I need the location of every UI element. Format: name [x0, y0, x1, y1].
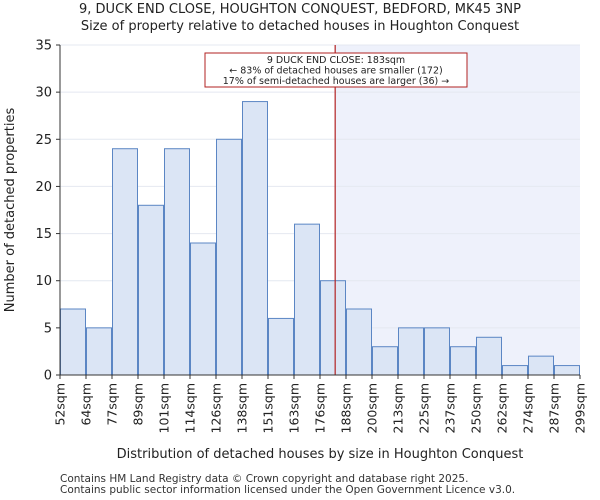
footer-licence: Contains public sector information licen… — [60, 484, 516, 496]
bar-176sqm — [320, 280, 346, 376]
bar-262sqm — [502, 365, 528, 376]
bar-213sqm — [398, 327, 424, 376]
x-tick-label: 225sqm — [417, 383, 432, 433]
x-tick-label: 163sqm — [287, 383, 302, 433]
bar-188sqm — [346, 308, 372, 376]
x-tick-label: 101sqm — [157, 383, 172, 433]
x-tick-label: 176sqm — [313, 383, 328, 433]
x-tick-label: 237sqm — [443, 383, 458, 433]
x-tick-label: 262sqm — [495, 383, 510, 433]
y-tick-label: 20 — [35, 180, 52, 195]
bar-101sqm — [164, 148, 190, 376]
annotation-line-1: 9 DUCK END CLOSE: 183sqm — [267, 55, 405, 66]
x-tick-label: 151sqm — [261, 383, 276, 433]
bar-chart: 9 DUCK END CLOSE: 183sqm ← 83% of detach… — [3, 39, 588, 463]
bar-89sqm — [138, 204, 164, 376]
x-tick-label: 89sqm — [131, 383, 146, 426]
y-tick-label: 30 — [35, 86, 52, 101]
footer-copyright: Contains HM Land Registry data © Crown c… — [60, 473, 469, 485]
bar-200sqm — [372, 346, 398, 376]
bar-163sqm — [294, 223, 320, 376]
bar-250sqm — [476, 336, 502, 376]
x-tick-label: 200sqm — [365, 383, 380, 433]
x-tick-label: 138sqm — [235, 383, 250, 433]
y-tick-label: 35 — [35, 39, 52, 54]
x-tick-label: 64sqm — [79, 383, 94, 426]
bar-274sqm — [528, 355, 554, 376]
bar-287sqm — [554, 365, 580, 376]
bars-layer — [60, 101, 580, 376]
x-tick-labels: 52sqm 64sqm 77sqm 89sqm 101sqm 114sqm 126sqm 13… — [53, 375, 588, 433]
annotation-box — [204, 52, 468, 88]
x-tick-label: 274sqm — [521, 383, 536, 433]
y-tick-label: 10 — [35, 274, 52, 289]
x-tick-label: 287sqm — [547, 383, 562, 433]
property-annotation: 9 DUCK END CLOSE: 183sqm ← 83% of detach… — [204, 52, 468, 88]
x-tick-label: 126sqm — [209, 383, 224, 433]
x-tick-label: 52sqm — [53, 383, 68, 426]
highlight-region — [335, 45, 580, 375]
y-tick-label: 25 — [35, 133, 52, 148]
x-axis-label: Distribution of detached houses by size … — [117, 447, 524, 462]
x-tick-label: 188sqm — [339, 383, 354, 433]
bar-114sqm — [190, 242, 216, 376]
y-tick-label: 5 — [44, 321, 52, 336]
bar-126sqm — [216, 138, 242, 376]
y-tick-label: 0 — [44, 369, 52, 384]
y-tick-labels: 0 5 10 15 20 25 30 35 — [35, 39, 60, 384]
bar-151sqm — [268, 317, 294, 376]
x-tick-label: 213sqm — [391, 383, 406, 433]
bar-237sqm — [450, 346, 476, 376]
chart-title: 9, DUCK END CLOSE, HOUGHTON CONQUEST, BE… — [79, 2, 521, 17]
x-tick-label: 114sqm — [183, 383, 198, 433]
annotation-line-2: ← 83% of detached houses are smaller (17… — [229, 66, 442, 77]
annotation-line-3: 17% of semi-detached houses are larger (… — [223, 76, 450, 87]
bar-52sqm — [60, 308, 86, 376]
bar-138sqm — [242, 101, 268, 376]
x-tick-label: 299sqm — [573, 383, 588, 433]
y-axis-label: Number of detached properties — [3, 108, 18, 313]
x-tick-label: 77sqm — [105, 383, 120, 426]
chart-subtitle: Size of property relative to detached ho… — [80, 19, 520, 34]
bar-64sqm — [86, 327, 112, 376]
y-tick-label: 15 — [35, 227, 52, 242]
x-tick-label: 250sqm — [469, 383, 484, 433]
bar-77sqm — [112, 148, 138, 376]
bar-225sqm — [424, 327, 450, 376]
